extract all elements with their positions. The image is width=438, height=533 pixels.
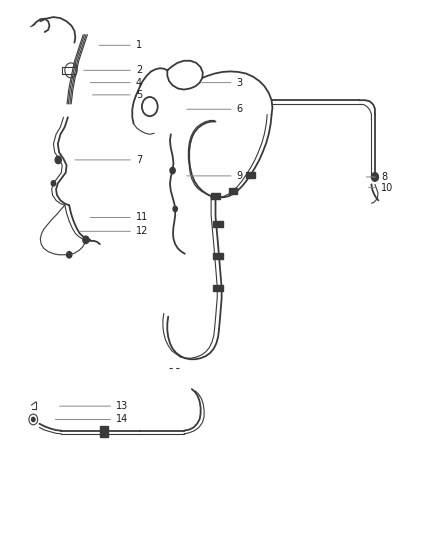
- Circle shape: [173, 206, 177, 212]
- Bar: [100, 426, 108, 437]
- Text: 7: 7: [75, 155, 142, 165]
- Text: 3: 3: [202, 78, 243, 87]
- Text: 12: 12: [79, 227, 148, 236]
- Text: 8: 8: [366, 172, 387, 182]
- Bar: [213, 221, 223, 227]
- Text: 10: 10: [368, 183, 393, 192]
- Circle shape: [55, 156, 61, 164]
- Text: 11: 11: [90, 213, 148, 222]
- Circle shape: [371, 173, 378, 181]
- Text: 6: 6: [187, 104, 243, 114]
- Bar: [213, 285, 223, 291]
- Bar: [246, 172, 255, 178]
- Bar: [213, 253, 223, 259]
- Text: 9: 9: [187, 171, 243, 181]
- Text: 13: 13: [60, 401, 128, 411]
- Text: 4: 4: [90, 78, 142, 87]
- Text: 1: 1: [99, 41, 142, 50]
- Circle shape: [170, 167, 175, 174]
- Circle shape: [32, 417, 35, 422]
- Circle shape: [83, 236, 89, 244]
- Circle shape: [67, 252, 72, 258]
- Bar: [229, 188, 237, 194]
- Text: 14: 14: [55, 415, 128, 424]
- Circle shape: [51, 181, 56, 186]
- Bar: [211, 193, 220, 199]
- Text: 2: 2: [84, 66, 142, 75]
- Text: 5: 5: [92, 90, 142, 100]
